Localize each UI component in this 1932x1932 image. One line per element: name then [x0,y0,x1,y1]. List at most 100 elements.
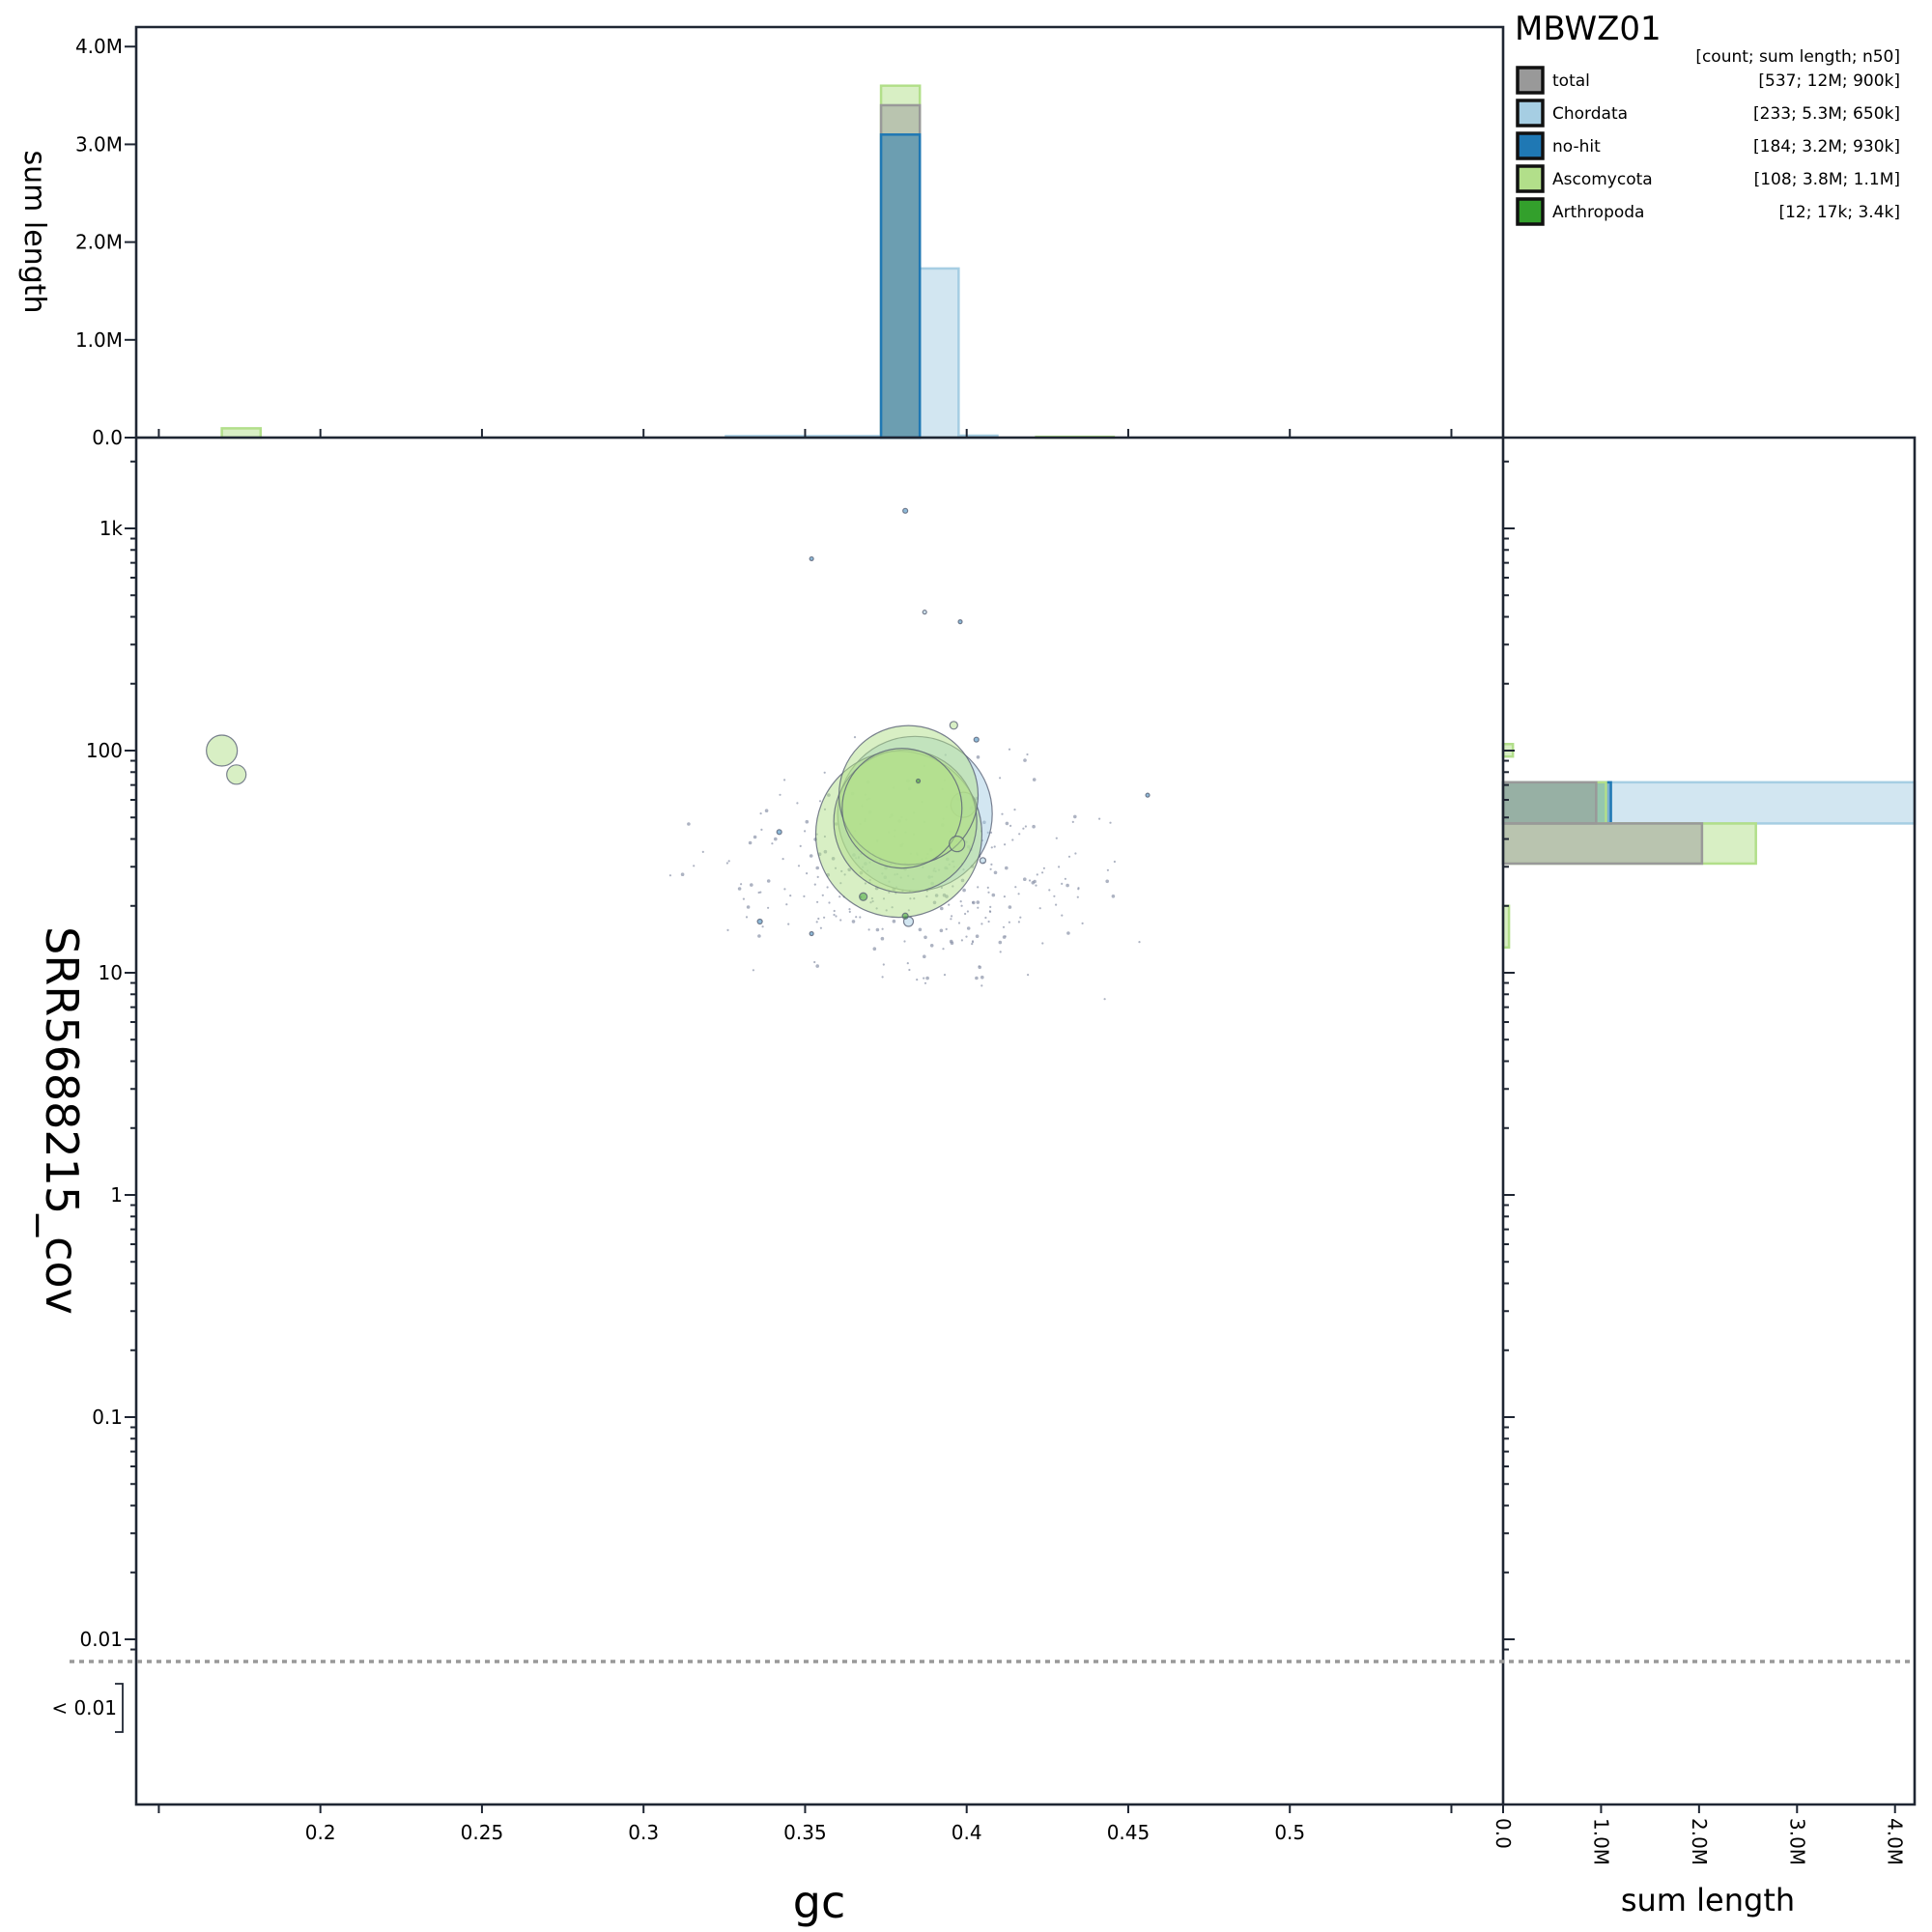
small-contig-dot [882,963,885,966]
small-contig-dot [872,947,877,951]
small-contig-dot [1073,814,1077,819]
small-contig-dot [945,927,948,931]
small-contig-dot [980,923,983,925]
small-contig-dot [838,895,841,898]
small-contig-dot [823,916,826,919]
small-contig-dot [993,870,998,875]
small-contig-dot [990,846,993,849]
small-contig-dot [939,928,944,933]
right-hist-x-tick-label: 0.0 [1492,1818,1515,1849]
small-contig-dot [986,886,989,890]
small-contig-dot [1081,922,1084,925]
small-contig-dot [966,926,971,930]
small-contig-dot [1028,879,1032,882]
point-ascomycota-7 [949,721,958,730]
top-hist-y-tick-label: 0.0 [92,426,123,449]
legend-stats-chordata: [233; 5.3M; 650k] [1753,104,1900,124]
right-hist-frame [1503,436,1917,1806]
legend-label-arthropoda: Arthropoda [1552,203,1644,222]
chart-title: MBWZ01 [1515,10,1662,48]
small-contig-dot [797,865,801,867]
small-contig-dot [753,835,757,839]
small-contig-dot [977,906,980,909]
small-contig-dot [1109,821,1112,824]
small-contig-dot [1055,837,1058,839]
small-contig-dot [835,915,838,918]
small-contig-dot [805,819,810,824]
top-hist-ylabel: sum length [17,150,51,313]
small-contig-dot [942,948,945,951]
small-contig-dot [815,866,819,870]
small-contig-dot [816,900,819,903]
small-contig-dot [757,891,760,895]
small-contig-dot [1061,882,1064,886]
small-contig-dot [1106,868,1109,871]
small-contig-dot [1017,921,1020,923]
small-contig-dot [1064,877,1066,880]
small-contig-dot [881,927,884,930]
point-ascomycota-3 [841,748,963,869]
legend-swatch-no-hit [1516,131,1545,160]
small-contig-dot [964,912,967,916]
y-tick-label: 1 [110,1183,123,1207]
small-contig-dot [826,886,829,889]
small-contig-dot [1036,873,1038,876]
small-contig-dot [980,975,984,980]
small-contig-dot [774,837,778,841]
small-contig-dot [815,921,818,923]
small-contig-dot [693,865,696,867]
small-contig-dot [833,909,836,913]
small-contig-dot [980,984,983,987]
small-contig-dot [999,777,1002,780]
top-histogram [220,84,1116,440]
top-hist-y-tick-label: 4.0M [75,35,123,58]
small-contig-dot [1055,903,1058,906]
small-contig-dot [752,969,755,972]
small-contig-dot [1042,867,1045,869]
small-contig-dot [781,858,784,861]
right-histogram [1501,742,1917,950]
small-contig-dot [1032,824,1036,829]
small-contig-dot [867,928,870,931]
legend-stats-no-hit: [184; 3.2M; 930k] [1753,137,1900,156]
small-contig-dot [1008,748,1011,751]
point-arthropoda-1 [901,912,909,920]
small-contig-dot [813,883,816,886]
small-contig-dot [851,920,856,923]
y-tick-label: 1k [99,517,124,540]
small-contig-dot [1041,942,1044,945]
small-contig-dot [727,860,730,863]
small-contig-dot [990,863,993,867]
x-tick-label: 0.3 [628,1821,659,1844]
small-contig-dot [680,872,685,876]
small-contig-dot [1027,974,1030,977]
small-contig-dot [989,910,992,914]
small-contig-dot [976,755,980,759]
point-chordata-3 [979,857,987,865]
small-contig-dot [701,850,704,854]
small-contig-dot [816,875,819,879]
small-contig-dot [923,935,927,940]
small-contig-dot [906,962,909,965]
small-contig-dot [760,828,763,832]
small-contig-dot [950,918,952,921]
y-tick-label: 100 [86,739,123,762]
small-contig-dot [839,919,842,922]
right-hist-x-tick-label: 4.0M [1884,1818,1907,1865]
legend-swatch-total [1516,66,1545,95]
small-contig-dot [975,934,980,938]
small-contig-dot [813,960,816,964]
small-contig-dot [1074,852,1077,855]
small-contig-dot [740,883,743,886]
small-contig-dot [951,915,953,918]
small-contig-dot [1105,879,1109,884]
small-contig-dot [1011,838,1014,841]
small-contig-dot [848,908,851,911]
top-hist-bar-ascomycota-0 [220,427,263,440]
small-contig-dot [923,977,925,980]
top-hist-y-tick-label: 1.0M [75,328,123,352]
right-hist-x-tick-label: 3.0M [1785,1818,1808,1865]
small-contig-dot [759,891,762,894]
small-contig-dot [1023,758,1027,762]
top-hist-bar-no-hit-0 [879,133,922,440]
